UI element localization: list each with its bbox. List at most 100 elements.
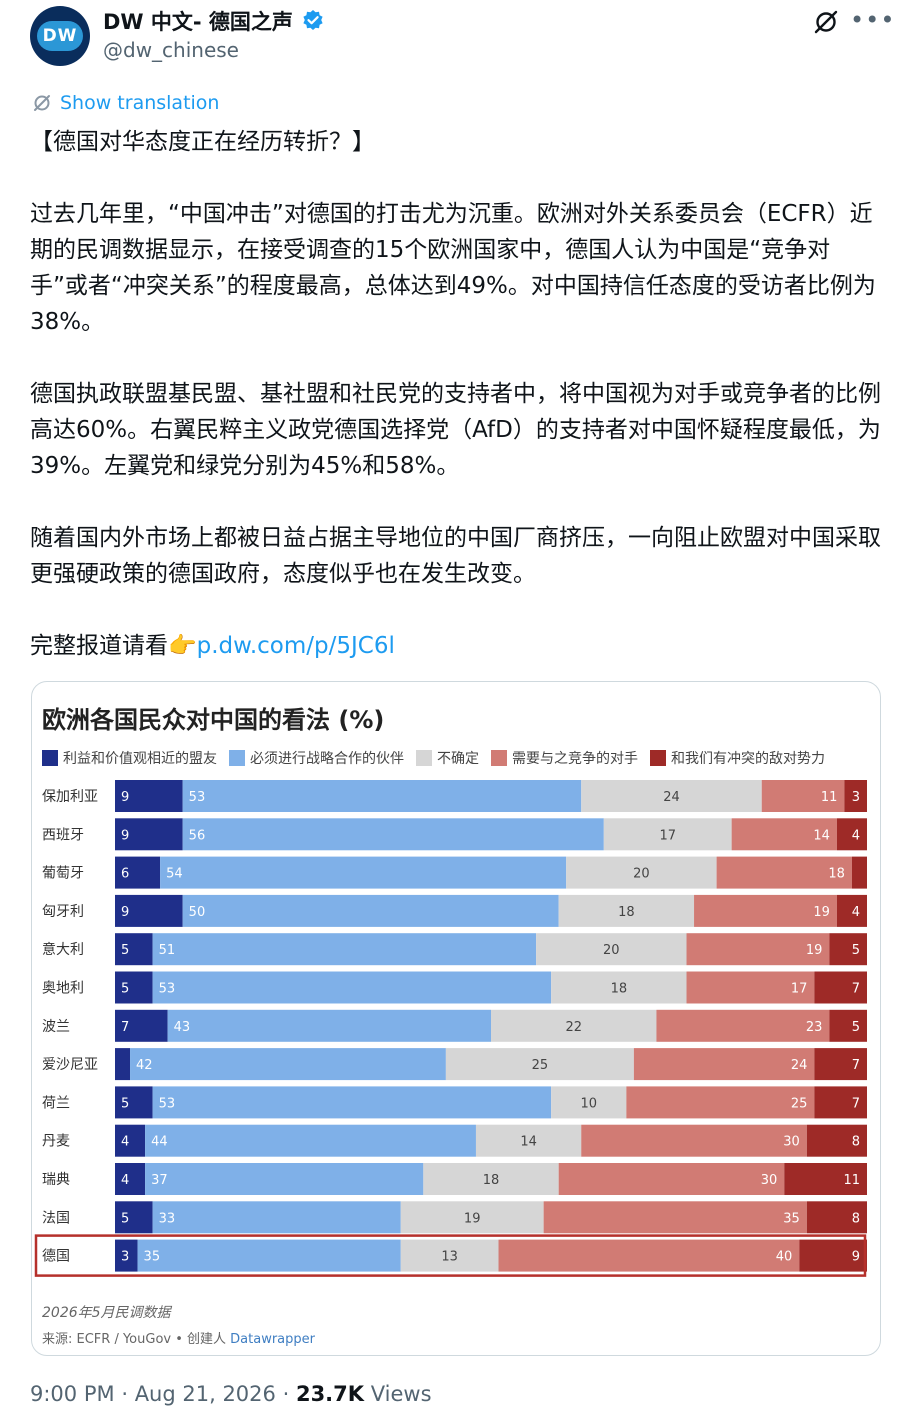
- legend-swatch: [229, 750, 245, 766]
- legend-swatch: [416, 750, 432, 766]
- data-label: 19: [806, 943, 823, 958]
- author-handle[interactable]: @dw_chinese: [103, 38, 239, 62]
- link-prefix: 完整报道请看👉: [30, 633, 197, 659]
- data-label: 9: [121, 828, 129, 843]
- data-label: 19: [464, 1211, 481, 1226]
- post-date[interactable]: Aug 21, 2026: [134, 1382, 276, 1406]
- data-label: 25: [532, 1058, 549, 1073]
- bar-segment: [182, 894, 559, 927]
- data-label: 7: [852, 1058, 860, 1073]
- data-label: 51: [159, 943, 176, 958]
- bar-segment: [558, 894, 695, 927]
- bar-segment: [152, 971, 552, 1004]
- data-label: 20: [603, 943, 620, 958]
- category-label: 奥地利: [42, 980, 84, 997]
- tweet-link-line: 完整报道请看👉p.dw.com/p/5JC6l: [30, 628, 886, 664]
- meta-separator: ·: [121, 1382, 128, 1406]
- data-label: 19: [813, 905, 830, 920]
- data-label: 53: [189, 790, 206, 805]
- bar-segment: [536, 933, 687, 966]
- bar-segment: [558, 1163, 785, 1195]
- datawrapper-link[interactable]: Datawrapper: [230, 1332, 315, 1347]
- avatar[interactable]: DW: [30, 6, 90, 66]
- bar-segment: [115, 856, 161, 889]
- data-label: 17: [659, 828, 676, 843]
- bar-segment: [423, 1163, 559, 1195]
- data-label: 4: [121, 1173, 129, 1188]
- bar-segment: [844, 780, 867, 812]
- data-label: 50: [189, 905, 206, 920]
- data-label: 7: [852, 982, 860, 997]
- bar-segment: [829, 1009, 867, 1042]
- show-translation-button[interactable]: Show translation: [32, 92, 219, 114]
- data-label: 35: [144, 1250, 161, 1265]
- bar-segment: [814, 1086, 867, 1119]
- bar-segment: [182, 780, 582, 812]
- grok-icon[interactable]: [812, 8, 840, 36]
- data-label: 18: [618, 905, 635, 920]
- category-label: 保加利亚: [42, 789, 98, 805]
- bar-segment: [115, 1163, 146, 1195]
- bar-segment: [686, 933, 830, 966]
- bar-segment: [145, 1163, 424, 1195]
- bar-segment: [851, 856, 867, 889]
- data-label: 37: [151, 1173, 168, 1188]
- meta-separator: ·: [282, 1382, 290, 1406]
- bar-segment: [152, 1201, 401, 1234]
- bar-segment: [115, 933, 153, 966]
- category-label: 葡萄牙: [42, 866, 84, 882]
- bar-segment: [806, 1201, 867, 1234]
- chart-card[interactable]: 欧洲各国民众对中国的看法 (%) 利益和价值观相近的盟友 必须进行战略合作的伙伴…: [31, 681, 881, 1356]
- legend-label: 不确定: [437, 751, 479, 767]
- data-label: 11: [821, 790, 838, 805]
- data-label: 18: [828, 867, 845, 882]
- chart-title: 欧洲各国民众对中国的看法 (%): [42, 706, 385, 734]
- bar-segment: [115, 971, 153, 1004]
- bar-segment: [115, 1009, 168, 1042]
- bar-segment: [400, 1239, 499, 1272]
- article-link[interactable]: p.dw.com/p/5JC6l: [196, 633, 395, 659]
- show-translation-label: Show translation: [60, 92, 220, 114]
- source-text: 来源: ECFR / YouGov • 创建人: [42, 1332, 231, 1347]
- chart-footnote: 2026年5月民调数据: [42, 1305, 171, 1321]
- bar-segment: [731, 818, 837, 851]
- data-label: 10: [580, 1096, 597, 1111]
- bar-segment: [716, 856, 852, 889]
- data-label: 3: [852, 790, 860, 805]
- legend-item: 必须进行战略合作的伙伴: [229, 748, 404, 768]
- bar-segment: [626, 1086, 815, 1119]
- tweet-paragraph: 过去几年里，“中国冲击”对德国的打击尤为沉重。欧洲对外关系委员会（ECFR）近期…: [30, 201, 876, 335]
- legend-swatch: [491, 750, 507, 766]
- bar-segment: [656, 1009, 830, 1042]
- data-label: 4: [852, 828, 860, 843]
- legend-label: 必须进行战略合作的伙伴: [250, 751, 404, 767]
- data-label: 5: [121, 982, 129, 997]
- tweet-paragraph: 德国执政联盟基民盟、基社盟和社民党的支持者中，将中国视为对手或竞争者的比例高达6…: [30, 381, 881, 479]
- bar-segment: [400, 1201, 544, 1234]
- category-label: 爱沙尼亚: [42, 1057, 98, 1073]
- legend-swatch: [650, 750, 666, 766]
- verified-badge-icon: [303, 10, 323, 30]
- post-time[interactable]: 9:00 PM: [30, 1382, 115, 1406]
- avatar-logo: DW: [37, 21, 83, 51]
- bar-segment: [784, 1163, 867, 1195]
- more-options-icon[interactable]: •••: [850, 6, 896, 34]
- views-count: 23.7K: [295, 1382, 365, 1406]
- bar-segment: [160, 856, 567, 889]
- legend-item: 利益和价值观相近的盟友: [42, 748, 217, 768]
- tweet-headline: 【德国对华态度正在经历转折？】: [30, 129, 375, 155]
- data-label: 8: [852, 1135, 860, 1150]
- data-label: 13: [441, 1250, 458, 1265]
- data-label: 42: [136, 1058, 153, 1073]
- data-label: 9: [121, 905, 129, 920]
- bar-segment: [543, 1201, 807, 1234]
- category-label: 德国: [42, 1249, 70, 1265]
- data-label: 7: [852, 1096, 860, 1111]
- data-label: 40: [776, 1250, 793, 1265]
- bar-segment: [829, 933, 867, 966]
- bar-segment: [115, 818, 183, 851]
- bar-segment: [115, 1048, 131, 1081]
- author-display-name[interactable]: DW 中文- 德国之声: [103, 10, 293, 34]
- bar-segment: [145, 1124, 476, 1157]
